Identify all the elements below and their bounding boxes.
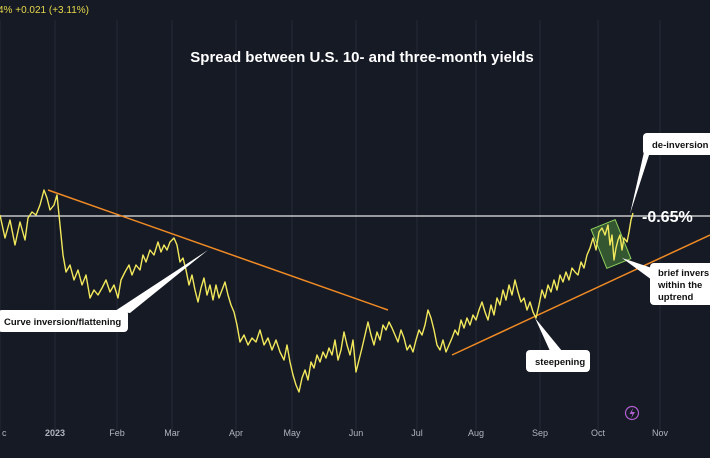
brief-inversion-highlight <box>590 219 632 269</box>
x-tick-label: Sep <box>532 428 548 438</box>
x-tick-label: Nov <box>652 428 669 438</box>
callout-box <box>0 310 128 332</box>
x-axis: c 2023 Feb Mar Apr May Jun Jul Aug Sep Oct Nov <box>2 428 668 438</box>
series-group <box>0 189 634 393</box>
x-tick-label: Jun <box>349 428 364 438</box>
callout-pointer <box>630 152 650 214</box>
x-tick-label: Aug <box>468 428 484 438</box>
callout-curve-inversion: Curve inversion/flattening <box>0 250 208 332</box>
callout-box <box>526 350 590 372</box>
ticker-text: 4% +0.021 (+3.11%) <box>0 5 89 16</box>
callout-box <box>650 263 710 305</box>
x-tick-label: Feb <box>109 428 125 438</box>
x-tick-label: Oct <box>591 428 606 438</box>
callout-label: Curve inversion/flattening <box>4 317 121 328</box>
callout-label: de-inversion <box>652 140 709 151</box>
callout-box <box>643 133 710 155</box>
callout-label: brief invers <box>658 268 709 279</box>
chart-title: Spread between U.S. 10- and three-month … <box>190 49 533 66</box>
reference-line-label: -0.65% <box>642 209 693 226</box>
series-line <box>0 189 634 393</box>
x-tick-label: Jul <box>411 428 423 438</box>
x-tick-label: c <box>2 428 7 438</box>
x-tick-label: Apr <box>229 428 243 438</box>
callout-label: steepening <box>535 357 585 368</box>
callout-pointer <box>622 258 652 280</box>
callout-label: uptrend <box>658 292 694 303</box>
trendline-downtrend <box>47 189 389 311</box>
callout-brief-inversion: brief invers within the uptrend <box>622 258 710 305</box>
callout-pointer <box>115 250 208 313</box>
callout-label: within the <box>657 280 702 291</box>
callout-steepening: steepening <box>526 318 590 372</box>
grid <box>0 20 661 430</box>
lightning-icon[interactable] <box>624 405 640 421</box>
trendline-uptrend <box>451 234 710 356</box>
x-tick-label: 2023 <box>45 428 65 438</box>
callout-de-inversion: de-inversion <box>630 133 710 214</box>
callout-pointer <box>535 318 562 351</box>
x-tick-label: Mar <box>164 428 180 438</box>
x-tick-label: May <box>283 428 301 438</box>
